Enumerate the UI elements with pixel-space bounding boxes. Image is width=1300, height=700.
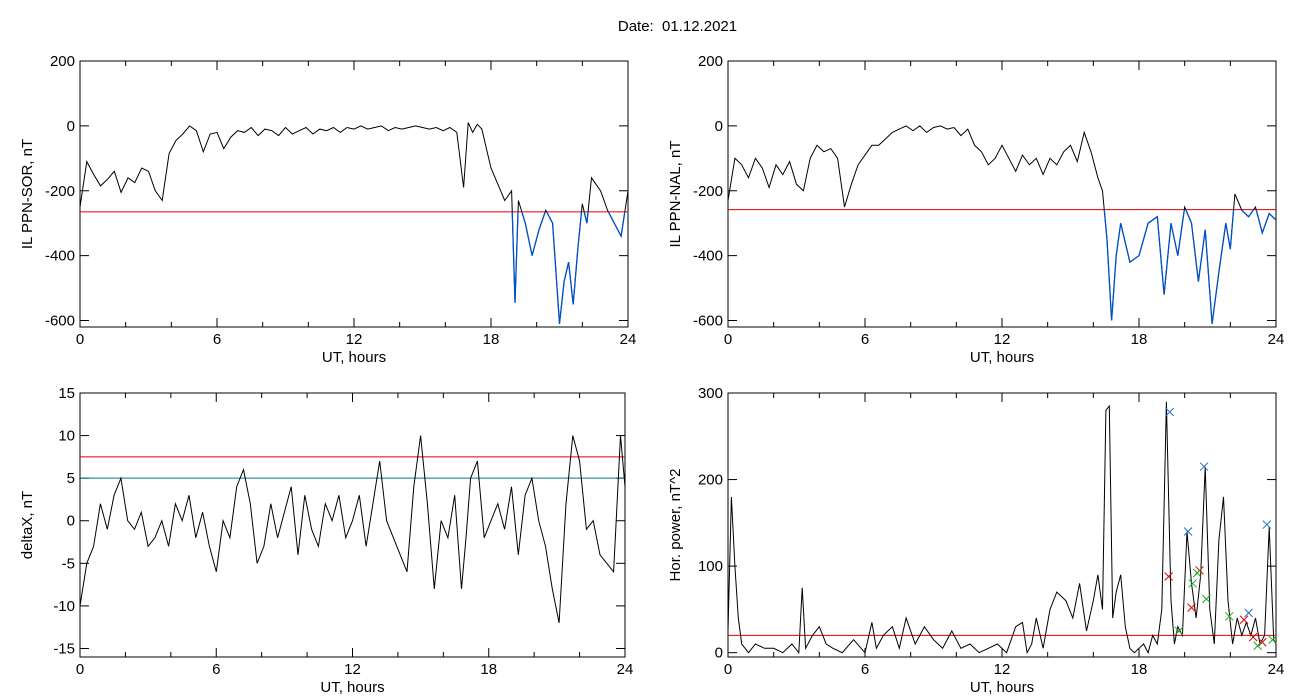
y-tick-label: 5 [67, 470, 75, 487]
series-line [728, 401, 1276, 655]
x-axis-label: UT, hours [320, 679, 384, 696]
series-line [80, 122, 628, 324]
marker-cross [1202, 594, 1211, 604]
y-axis-label: IL PPN-NAL, nT [667, 141, 684, 248]
x-tick-label: 6 [212, 661, 220, 678]
x-axis-label: UT, hours [322, 349, 386, 366]
marker-cross [1165, 407, 1175, 417]
x-tick-label: 18 [1131, 661, 1148, 678]
series-group [80, 435, 625, 623]
y-tick-label: -200 [693, 183, 723, 200]
chart-panel-1: 0 6 12 18 24 200 0 -200 -400 -600 UT, hours IL PPN-… [19, 53, 636, 366]
y-tick-label: -15 [53, 640, 75, 657]
plot-frame [727, 60, 1277, 328]
y-tick-label: -5 [62, 555, 75, 572]
marker-cross [1199, 462, 1209, 471]
series-group [728, 125, 1276, 324]
series-line [728, 125, 1276, 324]
plot-frame [727, 392, 1277, 658]
plot-frame [79, 60, 629, 328]
y-tick-label: 300 [698, 385, 723, 402]
y-tick-label: -400 [693, 248, 723, 265]
x-axis-label: UT, hours [970, 349, 1034, 366]
marker-cross [1174, 626, 1184, 636]
marker-cross [1164, 572, 1174, 581]
y-tick-label: 200 [50, 53, 75, 70]
x-tick-label: 0 [76, 331, 84, 348]
y-tick-label: -600 [45, 313, 75, 330]
series-line-below-threshold [1103, 209, 1276, 324]
y-axis-label: deltaX, nT [19, 491, 36, 559]
marker-cross [1257, 637, 1267, 647]
y-tick-label: -200 [45, 183, 75, 200]
y-tick-label: -600 [693, 313, 723, 330]
y-tick-label: 0 [67, 118, 75, 135]
x-tick-label: 12 [346, 331, 363, 348]
marker-cross [1187, 603, 1196, 613]
plot-frame [79, 392, 626, 658]
y-tick-label: 10 [58, 428, 75, 445]
y-tick-label: 200 [698, 472, 723, 489]
series-line [80, 435, 625, 623]
chart-panel-4: 0 6 12 18 24 300 200 100 0 UT, hours Hor. power, n… [667, 385, 1284, 696]
y-axis-label: Hor. power, nT^2 [667, 469, 684, 582]
chart-panel-3: 0 6 12 18 24 15 10 5 0 -5 -10 -15 UT, hours deltaX, n… [19, 385, 633, 696]
x-tick-label: 6 [861, 661, 869, 678]
x-tick-label: 24 [620, 331, 637, 348]
marker-cross [1239, 615, 1249, 625]
x-tick-label: 0 [724, 661, 732, 678]
chart-panel-2: 0 6 12 18 24 200 0 -200 -400 -600 UT, hours IL PPN-… [667, 53, 1284, 366]
y-tick-label: 200 [698, 53, 723, 70]
marker-cross [1244, 608, 1253, 618]
marker-cross [1192, 568, 1202, 578]
y-tick-label: 0 [715, 645, 723, 662]
y-tick-label: 100 [698, 558, 723, 575]
y-tick-label: -10 [53, 598, 75, 615]
series-group [728, 401, 1276, 655]
x-tick-label: 12 [994, 331, 1011, 348]
series-line-below-threshold [511, 211, 626, 324]
x-tick-label: 18 [483, 331, 500, 348]
x-tick-label: 24 [1268, 331, 1285, 348]
x-tick-label: 18 [1131, 331, 1148, 348]
marker-cross [1248, 632, 1258, 642]
y-axis-label: IL PPN-SOR, nT [19, 139, 36, 249]
x-tick-label: 6 [213, 331, 221, 348]
marker-cross [1253, 641, 1263, 651]
marker-cross [1183, 527, 1193, 536]
x-tick-label: 0 [76, 661, 84, 678]
marker-cross [1188, 579, 1198, 588]
x-tick-label: 12 [994, 661, 1011, 678]
figure-title: Date: 01.12.2021 [617, 18, 738, 35]
x-tick-label: 24 [1268, 661, 1285, 678]
marker-cross [1268, 635, 1277, 645]
marker-cross [1224, 611, 1234, 621]
series-group [80, 122, 628, 324]
y-tick-label: 0 [67, 513, 75, 530]
y-tick-label: -400 [45, 248, 75, 265]
x-tick-label: 0 [724, 331, 732, 348]
y-tick-label: 0 [715, 118, 723, 135]
x-tick-label: 6 [861, 331, 869, 348]
x-tick-label: 18 [480, 661, 497, 678]
marker-cross [1262, 520, 1272, 529]
x-axis-label: UT, hours [970, 679, 1034, 696]
y-tick-label: 15 [58, 385, 75, 402]
x-tick-label: 24 [617, 661, 634, 678]
x-tick-label: 12 [344, 661, 361, 678]
